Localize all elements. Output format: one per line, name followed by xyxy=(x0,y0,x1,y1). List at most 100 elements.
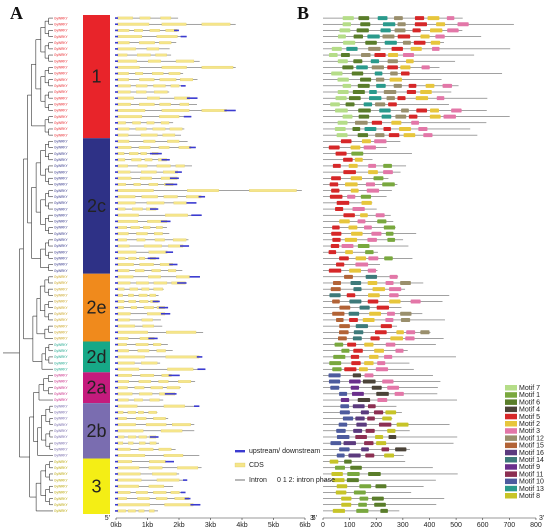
gene-label: GyWRKY xyxy=(54,423,69,427)
motif-axis-tick: 500 xyxy=(450,522,462,528)
gene-label: GyWRKY xyxy=(54,287,69,291)
group-label-2c: 2c xyxy=(87,196,106,216)
structure-axis-tick: 2kb xyxy=(173,522,184,528)
gene-label: GyWRKY xyxy=(54,367,69,371)
gene-label: GyWRKY xyxy=(54,244,69,248)
gene-label: GyWRKY xyxy=(54,257,69,261)
gene-label: GyWRKY xyxy=(54,441,69,445)
group-bar-2c xyxy=(83,138,110,274)
gene-label: GyWRKY xyxy=(54,454,69,458)
gene-label: GyWRKY xyxy=(54,361,69,365)
motif-legend-label: Motif 15 xyxy=(519,443,544,450)
gene-label: GyWRKY xyxy=(54,404,69,408)
motif-legend-swatch xyxy=(505,435,517,441)
structure-axis-tick: 6kb xyxy=(299,522,310,528)
gene-label: GyWRKY xyxy=(54,164,69,168)
gene-label: GyWRKY xyxy=(54,176,69,180)
group-label-2d: 2d xyxy=(86,347,106,367)
gene-label: GyWRKY xyxy=(54,213,69,217)
gene-label: GyWRKY xyxy=(54,374,69,378)
motif-axis-tick: 700 xyxy=(503,522,515,528)
motif-legend-label: Motif 7 xyxy=(519,385,540,392)
structure-axis-tick: 3kb xyxy=(205,522,216,528)
panel-b-label: B xyxy=(297,3,310,23)
motif-legend-swatch xyxy=(505,449,517,456)
motif-legend-swatch xyxy=(505,471,517,477)
gene-label: GyWRKY xyxy=(54,275,69,279)
motif-legend-swatch xyxy=(505,406,517,413)
motif-legend-label: Motif 11 xyxy=(519,471,543,478)
phylogenetic-tree xyxy=(3,17,53,512)
gene-label: GyWRKY xyxy=(54,491,69,495)
motif-legend-swatch xyxy=(505,457,517,463)
gene-label: GyWRKY xyxy=(54,343,69,347)
gene-label: GyWRKY xyxy=(54,503,69,507)
motif-axis-tick: 600 xyxy=(477,522,489,528)
gene-label: GyWRKY xyxy=(54,318,69,322)
motif-legend-swatch xyxy=(505,442,517,449)
gene-label: GyWRKY xyxy=(54,380,69,384)
motif-legend-swatch xyxy=(505,385,517,391)
motif-legend-label: Motif 1 xyxy=(519,392,540,399)
gene-label: GyWRKY xyxy=(54,460,69,464)
gene-label: GyWRKY xyxy=(54,158,69,162)
group-bar-2e xyxy=(83,273,110,342)
motif-legend-label: Motif 4 xyxy=(519,407,540,414)
structure-axis-tick: 4kb xyxy=(236,522,247,528)
gene-label: GyWRKY xyxy=(54,16,69,20)
motif-legend-label: Motif 10 xyxy=(519,479,544,486)
gene-label: GyWRKY xyxy=(54,207,69,211)
gene-label: GyWRKY xyxy=(54,226,69,230)
gene-labels: GyWRKY GyWRKY GyWRKY GyWRKY GyWRKY GyWRKY GyWR… xyxy=(54,16,69,513)
gene-label: GyWRKY xyxy=(54,484,69,488)
gene-label: GyWRKY xyxy=(54,103,69,107)
motif-legend-swatch xyxy=(505,428,517,434)
motif-legend-swatch xyxy=(505,478,517,485)
gene-label: GyWRKY xyxy=(54,281,69,285)
gene-label: GyWRKY xyxy=(54,232,69,236)
gene-label: GyWRKY xyxy=(54,183,69,187)
motif-legend-swatch xyxy=(505,392,517,398)
gene-label: GyWRKY xyxy=(54,133,69,137)
gene-structures xyxy=(115,16,302,513)
gene-label: GyWRKY xyxy=(54,497,69,501)
group-label-3: 3 xyxy=(91,476,101,496)
structure-axis-3prime: 3' xyxy=(310,515,315,522)
motif-legend-swatch xyxy=(505,485,517,492)
group-bar-2b xyxy=(83,403,110,459)
gene-label: GyWRKY xyxy=(54,263,69,267)
gene-label: GyWRKY xyxy=(54,398,69,402)
motif-axis-tick: 800 xyxy=(530,522,542,528)
gene-label: GyWRKY xyxy=(54,195,69,199)
gene-label: GyWRKY xyxy=(54,337,69,341)
gene-label: GyWRKY xyxy=(54,386,69,390)
motif-axis-tick: 300 xyxy=(397,522,409,528)
gene-label: GyWRKY xyxy=(54,121,69,125)
gene-label: GyWRKY xyxy=(54,330,69,334)
motif-legend-label: Motif 3 xyxy=(519,428,540,435)
motif-legend-label: Motif 12 xyxy=(519,435,544,442)
cds-label: CDS xyxy=(249,462,264,469)
gene-label: GyWRKY xyxy=(54,250,69,254)
gene-label: GyWRKY xyxy=(54,312,69,316)
gene-label: GyWRKY xyxy=(54,66,69,70)
motif-axis-tick: 0 xyxy=(321,522,325,528)
gene-label: GyWRKY xyxy=(54,109,69,113)
motif-legend-label: Motif 9 xyxy=(519,464,540,471)
utr-swatch xyxy=(235,450,245,453)
motif-axis-3prime: 3' xyxy=(539,515,544,522)
motif-legend-swatch xyxy=(505,421,517,427)
group-label-2e: 2e xyxy=(86,298,106,318)
structure-axis-tick: 0kb xyxy=(110,522,121,528)
motif-legend-label: Motif 8 xyxy=(519,493,540,500)
group-label-2a: 2a xyxy=(86,378,107,398)
gene-label: GyWRKY xyxy=(54,59,69,63)
gene-label: GyWRKY xyxy=(54,349,69,353)
motif-legend-label: Motif 13 xyxy=(519,486,544,493)
gene-label: GyWRKY xyxy=(54,448,69,452)
group-bars: 1 2c 2e 2d 2a 2b 3 xyxy=(83,15,110,514)
gene-label: GyWRKY xyxy=(54,220,69,224)
gene-label: GyWRKY xyxy=(54,84,69,88)
